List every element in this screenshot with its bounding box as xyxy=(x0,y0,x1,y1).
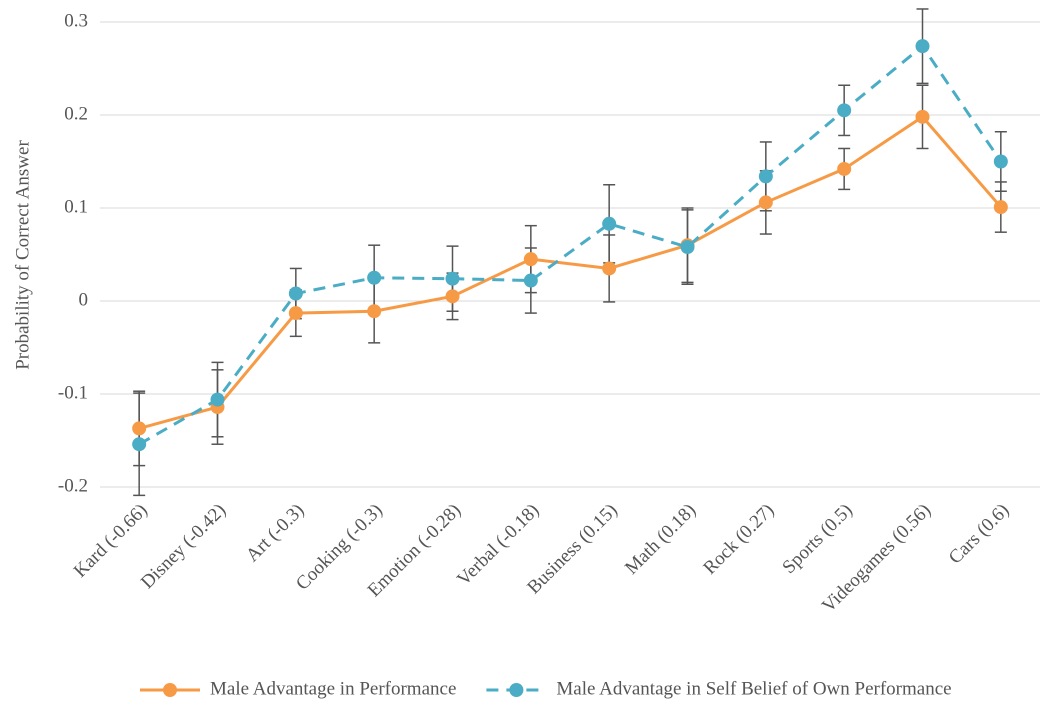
legend-marker xyxy=(163,683,177,697)
point xyxy=(367,270,382,285)
x-tick-label: Cars (0.6) xyxy=(945,500,1014,569)
point xyxy=(288,286,303,301)
point xyxy=(445,289,460,304)
point xyxy=(132,421,147,436)
point xyxy=(915,109,930,124)
y-tick-label: -0.1 xyxy=(58,382,88,403)
point xyxy=(210,392,225,407)
point xyxy=(288,306,303,321)
point xyxy=(993,200,1008,215)
x-tick-label: Rock (0.27) xyxy=(699,500,778,579)
x-tick-label: Sports (0.5) xyxy=(778,500,856,578)
point xyxy=(367,304,382,319)
point xyxy=(758,169,773,184)
y-tick-label: 0 xyxy=(79,289,89,310)
point xyxy=(602,261,617,276)
point xyxy=(837,103,852,118)
point xyxy=(523,252,538,267)
x-tick-label: Math (0.18) xyxy=(621,500,700,579)
y-tick-label: -0.2 xyxy=(58,475,88,496)
y-axis-label: Probability of Correct Answer xyxy=(12,140,33,370)
point xyxy=(602,216,617,231)
x-tick-label: Art (-0.3) xyxy=(242,500,308,566)
y-tick-label: 0.1 xyxy=(64,196,88,217)
series-line xyxy=(138,114,1002,430)
point xyxy=(915,39,930,54)
legend-label: Male Advantage in Self Belief of Own Per… xyxy=(556,678,951,699)
x-tick-label: Kard (-0.66) xyxy=(70,500,152,582)
legend-label: Male Advantage in Performance xyxy=(210,678,456,699)
point xyxy=(445,271,460,286)
point xyxy=(758,195,773,210)
point xyxy=(680,240,695,255)
point xyxy=(837,161,852,176)
series-line xyxy=(138,43,1003,446)
y-tick-label: 0.2 xyxy=(64,103,88,124)
point xyxy=(523,273,538,288)
point xyxy=(993,154,1008,169)
legend-marker xyxy=(509,683,524,697)
y-tick-label: 0.3 xyxy=(64,10,88,31)
point xyxy=(132,437,147,452)
